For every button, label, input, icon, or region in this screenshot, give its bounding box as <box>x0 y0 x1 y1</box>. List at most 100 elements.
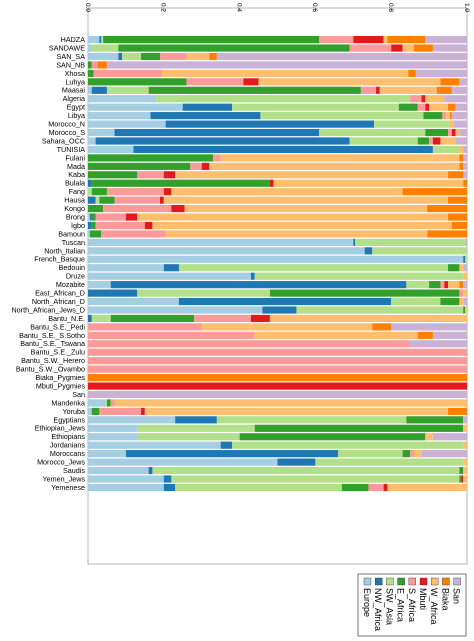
category-label: Yemen_Jews <box>43 474 86 483</box>
bar-segment <box>110 314 195 323</box>
category-label: Bantu_S.W._Herero <box>21 356 85 365</box>
bar-segment <box>201 162 210 170</box>
bar-segment <box>463 272 467 280</box>
bar-segment <box>141 52 161 61</box>
category-label: San <box>72 390 85 399</box>
bar-segment <box>459 154 464 162</box>
bar-segment <box>459 162 464 170</box>
bar-segment <box>463 466 467 475</box>
category-label: Biaka_Pygmies <box>35 373 85 382</box>
bar-segment <box>88 61 92 69</box>
bar-segment <box>410 450 414 458</box>
bar-segment <box>432 331 467 339</box>
bar-segment <box>425 103 430 111</box>
bar-segment <box>413 44 433 52</box>
bar-segment <box>209 162 460 170</box>
bar-segment <box>410 340 467 348</box>
bar-segment <box>459 78 467 86</box>
bar-segment <box>110 399 115 407</box>
bar-segment <box>451 112 467 120</box>
category-label: Bamoun <box>58 229 85 238</box>
bar-segment <box>91 44 119 52</box>
bar-segment <box>432 137 441 145</box>
bar-segment <box>463 289 467 297</box>
bar-segment <box>88 196 96 204</box>
bar-segment <box>258 78 441 86</box>
category-label: Bantu_S.E._Tswana <box>20 339 85 348</box>
category-label: Sahara_OCC <box>42 136 85 145</box>
bar-segment <box>220 154 460 162</box>
bar-segment <box>425 128 449 137</box>
legend-swatch <box>375 577 383 586</box>
bar-segment <box>148 466 153 475</box>
bar-segment <box>444 281 449 289</box>
bar-segment <box>106 399 111 407</box>
legend-label: W_Africa <box>429 588 439 625</box>
bar-segment <box>213 154 221 162</box>
bar-segment <box>182 103 233 111</box>
category-label: Tuscan <box>62 238 85 247</box>
bar-segment <box>88 407 92 415</box>
bar-segment <box>451 221 467 230</box>
bar-segment <box>175 416 217 424</box>
plot-area: HADZASANDAWESAN_SASAN_NBXhosaLuhyaMaasai… <box>11 7 468 565</box>
bar-segment <box>91 213 96 221</box>
bar-segment <box>449 120 454 128</box>
bar-segment <box>137 171 164 179</box>
bar-segment <box>277 458 316 466</box>
bar-segment <box>463 255 466 263</box>
bar-segment <box>387 483 467 492</box>
bar-segment <box>88 424 138 432</box>
bar-segment <box>88 365 467 373</box>
bar-segment <box>88 238 354 246</box>
bar-segment <box>175 483 342 492</box>
x-tick-label: 0.4 <box>235 3 242 12</box>
bar-segment <box>88 154 214 162</box>
category-label: Mbuti_Pygmies <box>36 381 86 390</box>
bar-segment <box>88 128 115 137</box>
bar-segment <box>465 238 468 246</box>
bar-segment <box>427 205 467 213</box>
bar-segment <box>383 483 388 492</box>
bar-segment <box>88 323 202 331</box>
bar-segment <box>349 137 418 145</box>
bar-segment <box>88 255 464 263</box>
category-label: Bantu_S.W._Ovambo <box>16 365 85 374</box>
category-label: Yemenese <box>51 483 85 492</box>
x-tick-label: 0.6 <box>311 3 318 12</box>
legend-swatch <box>419 577 428 586</box>
legend-swatch <box>442 577 450 586</box>
category-label: TUNISIA <box>57 145 86 154</box>
bar-segment <box>243 78 259 86</box>
bar-segment <box>101 230 166 238</box>
bar-segment <box>353 36 384 44</box>
category-label: Morocco_S <box>49 128 86 137</box>
bar-segment <box>459 128 467 137</box>
bar-segment <box>406 416 464 424</box>
bar-segment <box>423 112 443 120</box>
bar-segment <box>163 196 449 204</box>
bar-segment <box>455 103 467 111</box>
bar-segment <box>103 205 172 213</box>
bar-segment <box>421 95 426 103</box>
bar-segment <box>88 433 138 441</box>
bar-segment <box>88 306 263 314</box>
bar-segment <box>88 69 94 77</box>
bar-segment <box>372 247 467 255</box>
bar-segment <box>209 52 217 61</box>
bar-segment <box>88 213 90 221</box>
category-label: Fang <box>69 187 85 196</box>
bar-segment <box>408 69 416 77</box>
category-label: Algeria <box>63 94 85 103</box>
category-label: Ethiopian_Jews <box>35 424 86 433</box>
category-label: SAN_NB <box>56 60 85 69</box>
bar-segment <box>425 433 433 441</box>
bar-segment <box>152 466 460 475</box>
bar-segment <box>449 112 452 120</box>
bar-segment <box>410 95 422 103</box>
category-label: Brong <box>66 212 85 221</box>
bar-segment <box>150 112 261 120</box>
bar-segment <box>106 188 164 196</box>
bar-segment <box>463 162 467 170</box>
x-tick-label: 0.2 <box>160 3 167 12</box>
